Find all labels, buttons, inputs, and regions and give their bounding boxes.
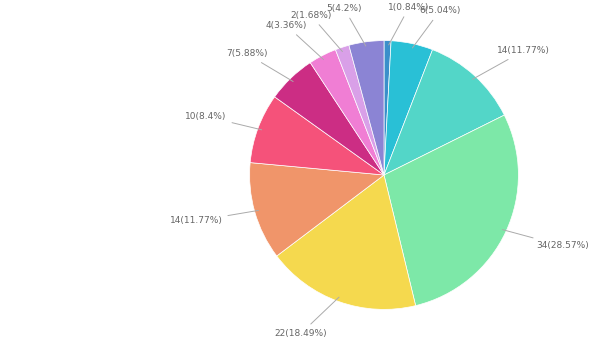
Text: 6(5.04%): 6(5.04%) xyxy=(412,6,461,48)
Text: 14(11.77%): 14(11.77%) xyxy=(170,210,259,225)
Wedge shape xyxy=(349,41,384,175)
Wedge shape xyxy=(384,115,518,306)
Text: 5(4.2%): 5(4.2%) xyxy=(326,4,366,46)
Text: 7(5.88%): 7(5.88%) xyxy=(226,49,293,82)
Wedge shape xyxy=(250,97,384,175)
Text: 10(8.4%): 10(8.4%) xyxy=(185,112,262,130)
Text: 22(18.49%): 22(18.49%) xyxy=(275,297,339,338)
Wedge shape xyxy=(250,163,384,256)
Text: 4(3.36%): 4(3.36%) xyxy=(266,21,323,60)
Wedge shape xyxy=(384,41,433,175)
Text: 34(28.57%): 34(28.57%) xyxy=(502,230,589,250)
Text: 14(11.77%): 14(11.77%) xyxy=(472,46,550,79)
Text: 2(1.68%): 2(1.68%) xyxy=(290,11,343,51)
Wedge shape xyxy=(384,50,505,175)
Wedge shape xyxy=(384,41,391,175)
Text: 1(0.84%): 1(0.84%) xyxy=(388,2,430,45)
Wedge shape xyxy=(335,45,384,175)
Wedge shape xyxy=(277,175,416,309)
Wedge shape xyxy=(275,63,384,175)
Wedge shape xyxy=(310,50,384,175)
